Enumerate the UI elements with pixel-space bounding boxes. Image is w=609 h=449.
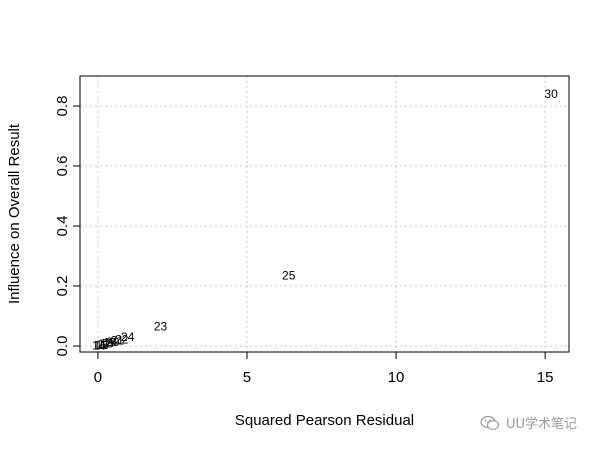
data-point-label: 22 (115, 332, 129, 346)
plot-area-border (79, 75, 570, 353)
watermark-text: UU学术笔记 (506, 417, 578, 432)
data-point-label: 25 (282, 269, 296, 283)
data-point-label: 30 (544, 87, 558, 101)
y-axis-title: Influence on Overall Result (6, 123, 23, 304)
data-point-label: 20 (106, 335, 120, 349)
y-tick-label: 0.6 (54, 156, 71, 177)
x-tick-label: 10 (388, 369, 405, 386)
grid-lines (80, 76, 569, 352)
x-tick-label: 15 (537, 369, 554, 386)
y-tick-label: 0.2 (54, 276, 71, 297)
data-point-label: 17 (98, 337, 112, 351)
data-point-label: 15 (94, 338, 108, 352)
y-axis: 0.0 0.2 0.4 0.6 0.8 (54, 96, 81, 357)
data-point-label: 16 (96, 338, 110, 352)
data-point-label: 18 (100, 337, 114, 351)
x-tick-label: 0 (94, 369, 102, 386)
data-point-label: 21 (111, 334, 125, 348)
y-tick-label: 0.8 (54, 96, 71, 117)
x-axis: 0 5 10 15 (94, 351, 554, 386)
data-point-label: 19 (103, 336, 117, 350)
data-point-label: 14 (92, 339, 106, 353)
wechat-icon (480, 415, 500, 430)
y-tick-label: 0.0 (54, 336, 71, 357)
x-tick-label: 5 (243, 369, 251, 386)
data-point-label: 23 (154, 320, 168, 334)
data-point-label: 24 (121, 330, 135, 344)
y-tick-label: 0.4 (54, 216, 71, 237)
x-axis-title: Squared Pearson Residual (235, 412, 414, 429)
watermark: UU学术笔记 (480, 413, 577, 432)
